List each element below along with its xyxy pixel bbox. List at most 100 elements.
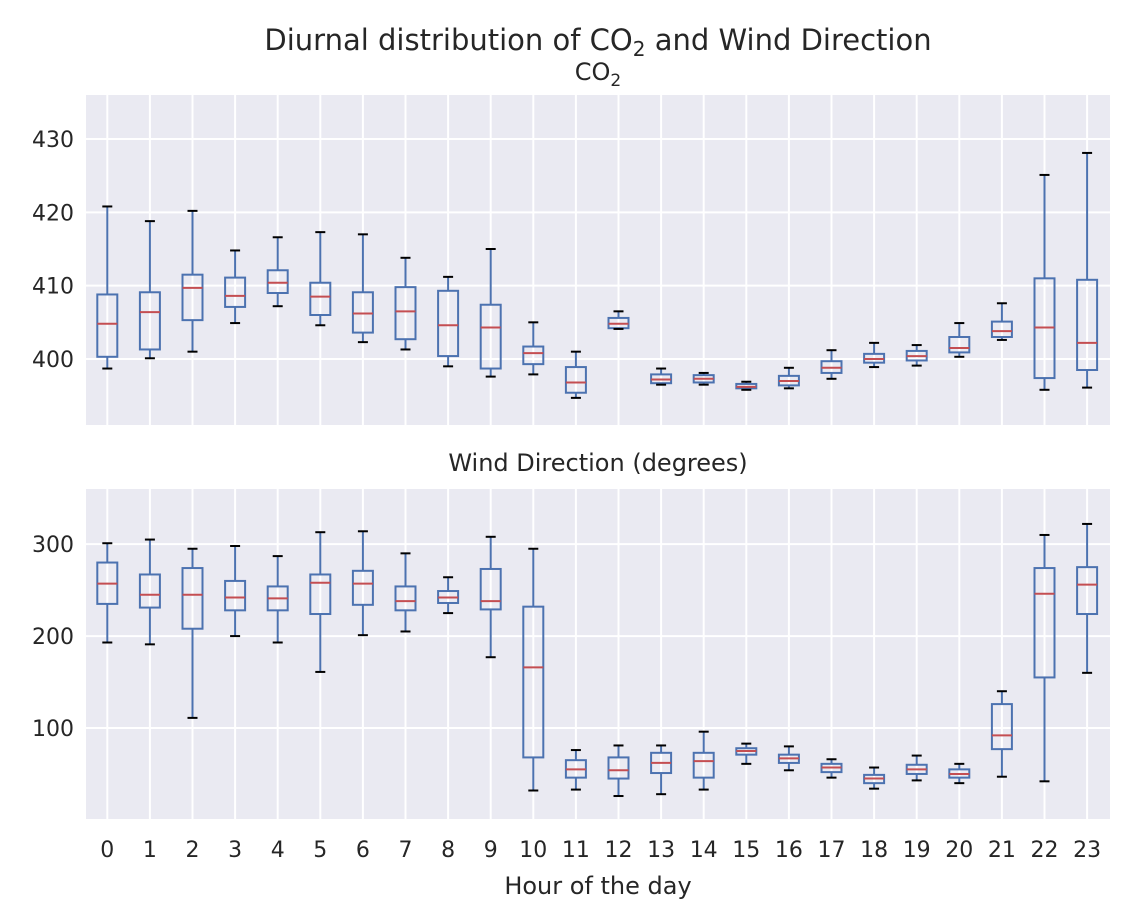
wind-y-tick-labels: 100 200 300 [32,533,74,742]
box-iqr [437,289,460,358]
x-tick-label: 15 [732,838,760,863]
wind-box-15 [735,742,758,765]
wind-box-1 [138,538,161,646]
co2-box-7 [394,256,417,351]
co2-box-17 [820,349,843,380]
co2-y-tick-labels: 400 410 420 430 [32,128,74,373]
box-iqr [309,573,332,616]
box-iqr [266,269,289,294]
box-iqr [479,303,502,370]
box-iqr [1076,566,1099,616]
box-iqr [181,567,204,630]
wind-box-22 [1033,533,1056,783]
co2-box-8 [437,275,460,368]
x-tick-label: 8 [441,838,455,863]
co2-box-20 [948,322,971,358]
co2-box-22 [1033,173,1056,391]
x-tick-label: 11 [562,838,590,863]
wind-box-12 [607,744,630,798]
box-iqr [1076,278,1099,371]
x-tick-label: 19 [903,838,931,863]
co2-box-12 [607,310,630,330]
wind-box-3 [224,544,247,638]
co2-box-15 [735,380,758,391]
x-tick-label: 16 [775,838,803,863]
wind-box-0 [96,542,119,644]
wind-box-16 [777,745,800,772]
co2-box-3 [224,249,247,325]
co2-boxes [96,151,1099,399]
wind-boxes [96,522,1099,798]
co2-box-1 [138,220,161,360]
co2-box-9 [479,248,502,378]
wind-y-tick-label: 200 [32,625,74,650]
box-iqr [224,579,247,612]
wind-y-tick-label: 100 [32,717,74,742]
wind-x-tick-labels: 0 1 2 3 4 5 6 7 8 9 10 11 12 13 14 15 16 17 18 19 20 21 22 23 [100,838,1101,863]
wind-box-5 [309,531,332,673]
x-tick-label: 7 [399,838,413,863]
co2-box-18 [863,341,886,369]
wind-box-17 [820,758,843,779]
wind-box-18 [863,766,886,790]
x-tick-label: 2 [186,838,200,863]
co2-y-tick-label: 430 [32,128,74,153]
wind-box-19 [905,754,928,782]
box-iqr [351,569,374,606]
box-iqr [309,281,332,317]
x-tick-label: 12 [605,838,633,863]
x-tick-label: 22 [1031,838,1059,863]
box-iqr [564,366,587,394]
box-iqr [181,273,204,322]
figure-title-subscript: 2 [633,37,646,61]
x-tick-label: 13 [647,838,675,863]
co2-box-23 [1076,151,1099,389]
co2-y-tick-label: 420 [32,201,74,226]
x-tick-label: 23 [1073,838,1101,863]
wind-box-13 [650,744,673,796]
co2-y-tick-label: 400 [32,348,74,373]
wind-box-11 [564,749,587,791]
wind-box-14 [692,730,715,791]
co2-box-4 [266,236,289,308]
box-iqr [522,605,545,759]
co2-plot-area [86,95,1110,425]
figure-title: Diurnal distribution of CO2 and Wind Dir… [264,23,931,61]
x-tick-label: 21 [988,838,1016,863]
x-tick-label: 5 [313,838,327,863]
box-iqr [138,573,161,609]
box-iqr [990,703,1013,751]
wind-box-20 [948,762,971,785]
box-iqr [692,751,715,779]
co2-box-2 [181,209,204,353]
x-tick-label: 0 [100,838,114,863]
co2-box-14 [692,371,715,386]
x-tick-label: 17 [818,838,846,863]
x-tick-label: 18 [860,838,888,863]
co2-box-5 [309,231,332,327]
box-iqr [1033,567,1056,679]
x-tick-label: 3 [228,838,242,863]
x-tick-label: 9 [484,838,498,863]
co2-box-13 [650,367,673,386]
co2-box-6 [351,233,374,344]
co2-box-0 [96,205,119,370]
wind-box-9 [479,535,502,659]
box-iqr [394,585,417,612]
wind-box-6 [351,530,374,637]
co2-box-19 [905,344,928,367]
x-tick-label: 14 [690,838,718,863]
co2-y-tick-label: 410 [32,275,74,300]
co2-panel: 400 410 420 430 CO2 [32,58,1110,425]
box-iqr [479,567,502,611]
box-iqr [607,756,630,780]
co2-box-10 [522,321,545,376]
box-iqr [224,276,247,308]
wind-y-tick-label: 300 [32,533,74,558]
x-tick-label: 1 [143,838,157,863]
x-tick-label: 4 [271,838,285,863]
wind-box-21 [990,690,1013,778]
wind-box-10 [522,547,545,792]
